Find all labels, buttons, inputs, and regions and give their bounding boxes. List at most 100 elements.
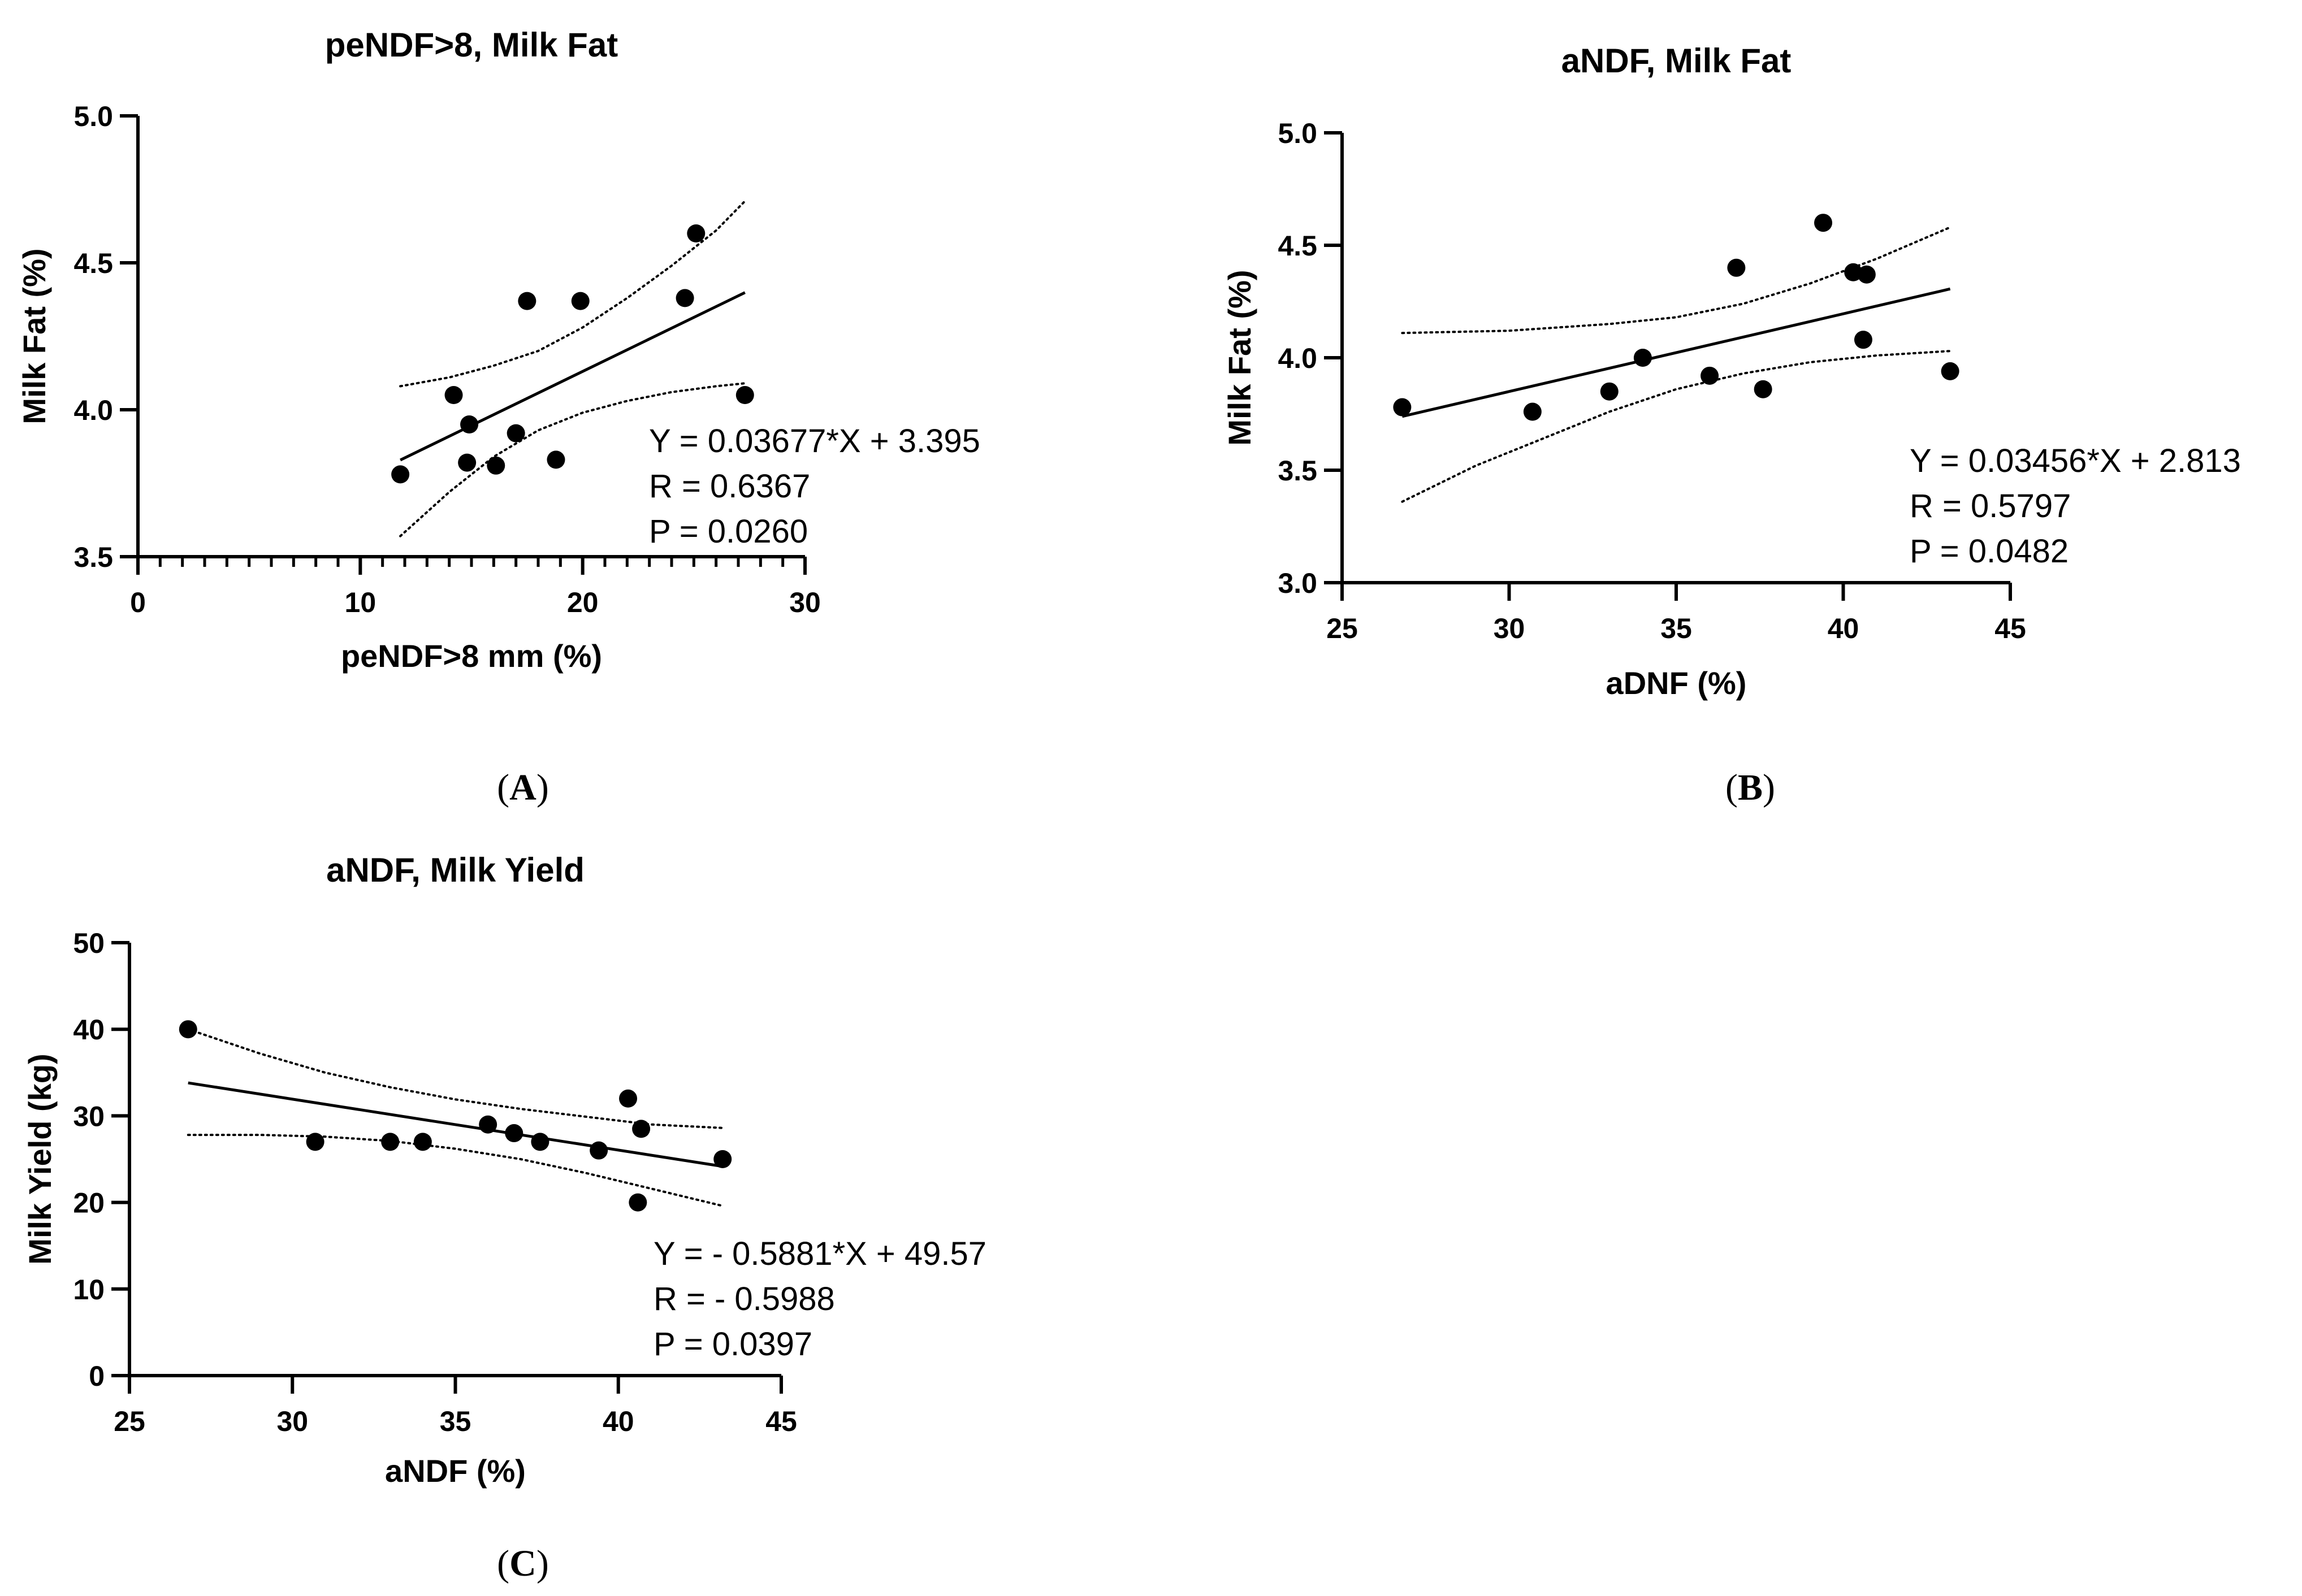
data-point (1844, 263, 1863, 281)
regression-annotation: P = 0.0397 (654, 1326, 812, 1363)
y-tick-label: 30 (73, 1100, 105, 1132)
data-point (632, 1120, 651, 1138)
data-point (507, 424, 525, 443)
data-point (460, 415, 479, 433)
panel-caption: (C) (497, 1543, 549, 1584)
data-point (381, 1133, 400, 1151)
data-point (1857, 265, 1876, 284)
x-tick-label: 30 (276, 1406, 308, 1437)
data-point (735, 386, 754, 404)
data-point (1393, 398, 1412, 417)
data-point (458, 453, 477, 472)
data-point (1854, 331, 1872, 349)
x-tick-label: 20 (567, 587, 599, 618)
caption-letter: A (509, 767, 536, 808)
regression-annotation: R = 0.6367 (649, 468, 810, 505)
y-tick-label: 3.5 (73, 541, 113, 573)
data-point (391, 465, 410, 484)
y-tick-label: 10 (73, 1274, 105, 1306)
x-tick-label: 0 (130, 587, 146, 618)
regression-line (1401, 287, 1951, 418)
data-point (518, 292, 536, 310)
regression-annotation: R = - 0.5988 (654, 1281, 835, 1317)
data-point (1754, 380, 1772, 398)
y-tick-label: 4.5 (73, 248, 113, 279)
x-tick-label: 40 (1828, 613, 1859, 644)
data-point (619, 1089, 638, 1108)
regression-line (400, 291, 746, 462)
chart-panel-c: aNDF, Milk Yield 25 30 35 40 45 0 10 20 30 40 50 aND… (22, 851, 986, 1584)
chart-panel-a: peNDF>8, Milk Fat 0 10 20 30 3.5 4.0 4.5 5.0 peND… (16, 26, 980, 808)
regression-annotation: Y = - 0.5881*X + 49.57 (654, 1235, 986, 1272)
y-tick-label: 4.5 (1278, 230, 1317, 262)
regression-annotation: P = 0.0260 (649, 513, 808, 550)
data-point (676, 289, 694, 307)
y-axis-label: Milk Fat (%) (16, 248, 52, 424)
ci-upper-band (399, 200, 746, 388)
data-point (1700, 366, 1719, 385)
data-point (1633, 349, 1652, 367)
x-tick-label: 40 (603, 1406, 634, 1437)
y-tick-label: 4.0 (1278, 342, 1317, 374)
data-point (479, 1115, 497, 1134)
data-point (687, 224, 706, 242)
x-axis-label: peNDF>8 mm (%) (341, 638, 602, 674)
ci-upper-band (187, 1028, 724, 1129)
ci-lower-band (187, 1134, 724, 1207)
y-tick-label: 4.0 (73, 394, 113, 426)
chart-panel-b: aNDF, Milk Fat 25 30 35 40 45 3.0 3.5 4.0 4.5 5.0 a… (1222, 42, 2241, 808)
data-point (1814, 214, 1833, 232)
y-tick-label: 50 (73, 927, 105, 959)
chart-title: aNDF, Milk Yield (326, 851, 585, 889)
data-point (629, 1193, 647, 1212)
y-tick-label: 3.5 (1278, 455, 1317, 487)
data-point (487, 456, 505, 475)
data-point (413, 1133, 432, 1151)
y-axis-label: Milk Yield (kg) (22, 1053, 58, 1264)
caption-paren-close: ) (1763, 767, 1775, 808)
data-point (1523, 402, 1542, 421)
chart-title: aNDF, Milk Fat (1561, 42, 1792, 80)
caption-letter: B (1738, 767, 1763, 808)
data-point (1941, 362, 1959, 380)
regression-annotation: R = 0.5797 (1910, 488, 2071, 524)
caption-paren-close: ) (536, 767, 549, 808)
y-tick-label: 3.0 (1278, 567, 1317, 599)
regression-line (188, 1081, 723, 1168)
x-axis-label: aNDF (%) (385, 1453, 526, 1489)
caption-paren-open: ( (497, 767, 509, 808)
panel-caption: (A) (497, 767, 549, 808)
chart-title: peNDF>8, Milk Fat (325, 26, 618, 64)
caption-paren-open: ( (1725, 767, 1738, 808)
y-tick-label: 20 (73, 1187, 105, 1219)
data-point (531, 1133, 549, 1151)
x-axis-label: aDNF (%) (1606, 665, 1747, 701)
data-point (505, 1124, 523, 1143)
data-point (444, 386, 463, 404)
data-point (306, 1133, 324, 1151)
x-tick-label: 35 (440, 1406, 471, 1437)
x-tick-label: 25 (114, 1406, 145, 1437)
caption-letter: C (509, 1543, 536, 1584)
ci-lower-band (399, 382, 746, 537)
data-point (713, 1150, 732, 1168)
y-tick-label: 5.0 (1278, 118, 1317, 149)
data-point (571, 292, 590, 310)
regression-annotation: Y = 0.03456*X + 2.813 (1910, 443, 2241, 479)
x-tick-label: 30 (1494, 613, 1525, 644)
regression-annotation: Y = 0.03677*X + 3.395 (649, 423, 980, 459)
ci-lower-band (1401, 350, 1951, 503)
caption-paren-close: ) (536, 1543, 549, 1584)
x-tick-label: 45 (1994, 613, 2026, 644)
data-point (1600, 382, 1619, 401)
x-tick-label: 30 (789, 587, 821, 618)
y-axis-label: Milk Fat (%) (1222, 270, 1257, 445)
data-point (1727, 258, 1746, 277)
x-tick-label: 45 (765, 1406, 797, 1437)
data-point (179, 1020, 197, 1039)
y-tick-label: 40 (73, 1014, 105, 1046)
data-point (547, 450, 565, 469)
y-tick-label: 5.0 (73, 101, 113, 132)
caption-paren-open: ( (497, 1543, 509, 1584)
